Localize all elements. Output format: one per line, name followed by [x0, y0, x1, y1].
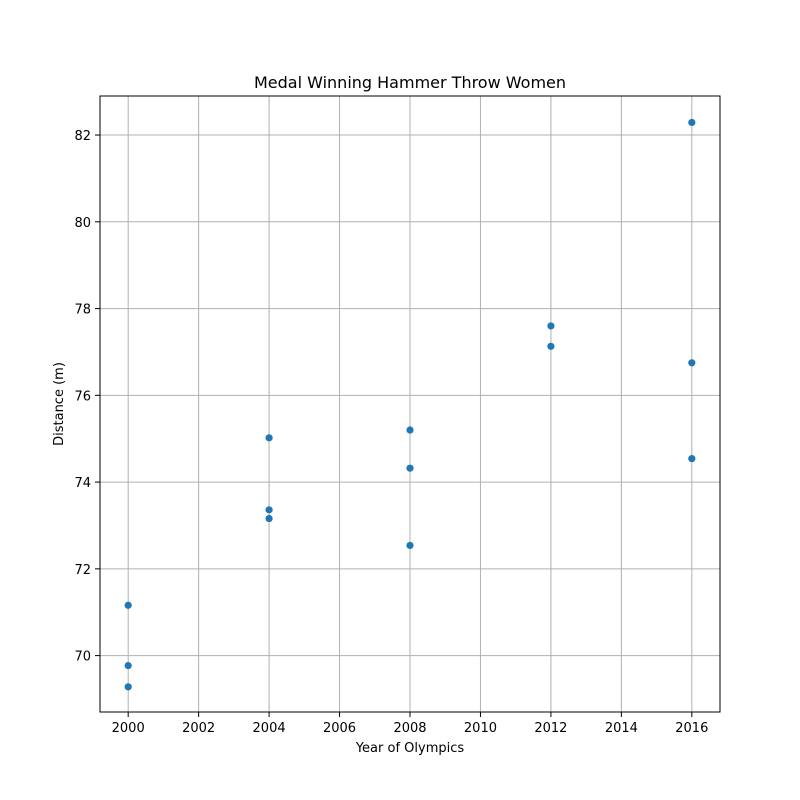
- scatter-point: [406, 426, 414, 434]
- scatter-point: [124, 661, 132, 670]
- scatter-point: [124, 601, 132, 609]
- y-tick-label: 70: [74, 650, 91, 665]
- y-tick-label: 74: [74, 476, 91, 491]
- scatter-point: [688, 118, 696, 127]
- scatter-point: [688, 455, 696, 463]
- x-tick-label: 2010: [464, 721, 497, 736]
- scatter-point: [124, 683, 132, 691]
- scatter-point: [406, 541, 414, 550]
- x-tick-label: 2012: [534, 721, 567, 736]
- grid: [100, 96, 720, 712]
- scatter-point: [406, 464, 414, 472]
- y-axis-label: Distance (m): [52, 362, 67, 446]
- x-tick-label: 2016: [675, 721, 708, 736]
- x-tick-label: 2000: [112, 721, 145, 736]
- scatter-point: [265, 514, 273, 523]
- x-tick-label: 2006: [323, 721, 356, 736]
- y-tick-label: 78: [74, 303, 91, 318]
- plot-frame: [99, 95, 721, 713]
- y-tick-label: 80: [74, 216, 91, 231]
- ticks: 2000 2002 2004 2006 2008 2010 2012 2014 2016 70 72…: [74, 129, 708, 736]
- y-tick-label: 82: [74, 129, 91, 144]
- x-tick-label: 2004: [253, 721, 286, 736]
- x-tick-label: 2014: [605, 721, 638, 736]
- scatter-point: [688, 359, 696, 367]
- scatter-point: [547, 322, 555, 330]
- y-tick-label: 76: [74, 389, 91, 404]
- scatter-point: [265, 434, 273, 442]
- scatter-point: [265, 506, 273, 514]
- chart-title: Medal Winning Hammer Throw Women: [254, 73, 566, 92]
- x-axis-label: Year of Olympics: [355, 741, 465, 756]
- data-points: [124, 118, 696, 691]
- x-tick-label: 2002: [182, 721, 215, 736]
- x-tick-label: 2008: [393, 721, 426, 736]
- scatter-point: [547, 342, 555, 350]
- y-tick-label: 72: [74, 563, 91, 578]
